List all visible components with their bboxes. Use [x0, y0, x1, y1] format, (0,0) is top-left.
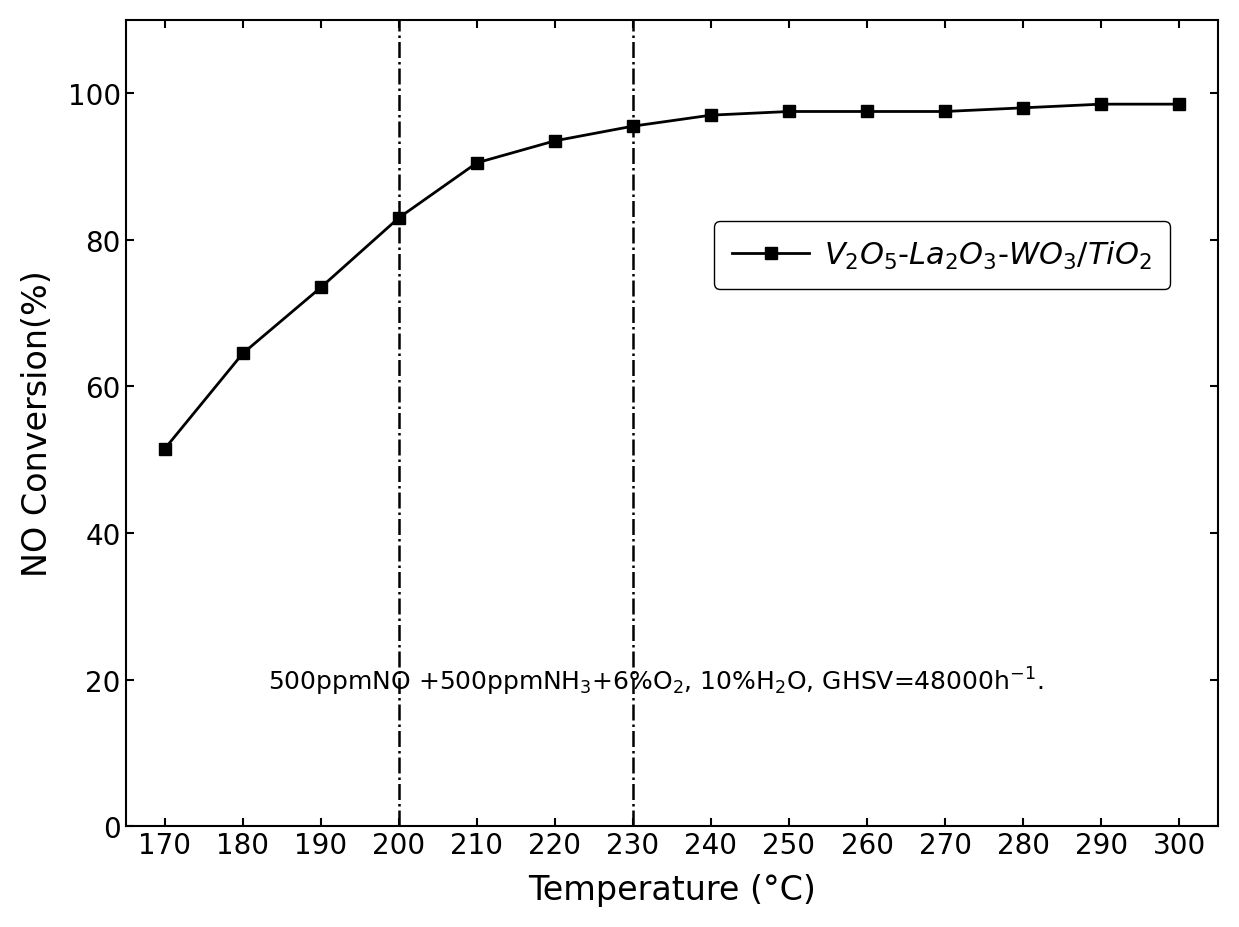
$V_2O_5$-$La_2O_3$-$WO_3$/$TiO_2$	[1016, 103, 1031, 114]
$V_2O_5$-$La_2O_3$-$WO_3$/$TiO_2$	[704, 110, 719, 121]
$V_2O_5$-$La_2O_3$-$WO_3$/$TiO_2$	[938, 107, 953, 118]
Y-axis label: NO Conversion(%): NO Conversion(%)	[21, 271, 53, 577]
$V_2O_5$-$La_2O_3$-$WO_3$/$TiO_2$	[548, 136, 563, 147]
$V_2O_5$-$La_2O_3$-$WO_3$/$TiO_2$	[1172, 99, 1187, 110]
$V_2O_5$-$La_2O_3$-$WO_3$/$TiO_2$	[392, 213, 406, 224]
$V_2O_5$-$La_2O_3$-$WO_3$/$TiO_2$	[313, 283, 328, 294]
$V_2O_5$-$La_2O_3$-$WO_3$/$TiO_2$	[157, 444, 172, 455]
Line: $V_2O_5$-$La_2O_3$-$WO_3$/$TiO_2$: $V_2O_5$-$La_2O_3$-$WO_3$/$TiO_2$	[159, 99, 1186, 455]
X-axis label: Temperature (°C): Temperature (°C)	[528, 873, 815, 907]
$V_2O_5$-$La_2O_3$-$WO_3$/$TiO_2$	[235, 349, 250, 360]
Legend: $V_2O_5$-$La_2O_3$-$WO_3$/$TiO_2$: $V_2O_5$-$La_2O_3$-$WO_3$/$TiO_2$	[714, 222, 1170, 290]
Text: 500ppmNO +500ppmNH$_3$+6%O$_2$, 10%H$_2$O, GHSV=48000h$^{-1}$.: 500ppmNO +500ppmNH$_3$+6%O$_2$, 10%H$_2$…	[268, 666, 1043, 698]
$V_2O_5$-$La_2O_3$-$WO_3$/$TiO_2$	[782, 107, 797, 118]
$V_2O_5$-$La_2O_3$-$WO_3$/$TiO_2$	[1094, 99, 1109, 110]
$V_2O_5$-$La_2O_3$-$WO_3$/$TiO_2$	[470, 159, 484, 170]
$V_2O_5$-$La_2O_3$-$WO_3$/$TiO_2$	[860, 107, 875, 118]
$V_2O_5$-$La_2O_3$-$WO_3$/$TiO_2$	[626, 121, 641, 133]
